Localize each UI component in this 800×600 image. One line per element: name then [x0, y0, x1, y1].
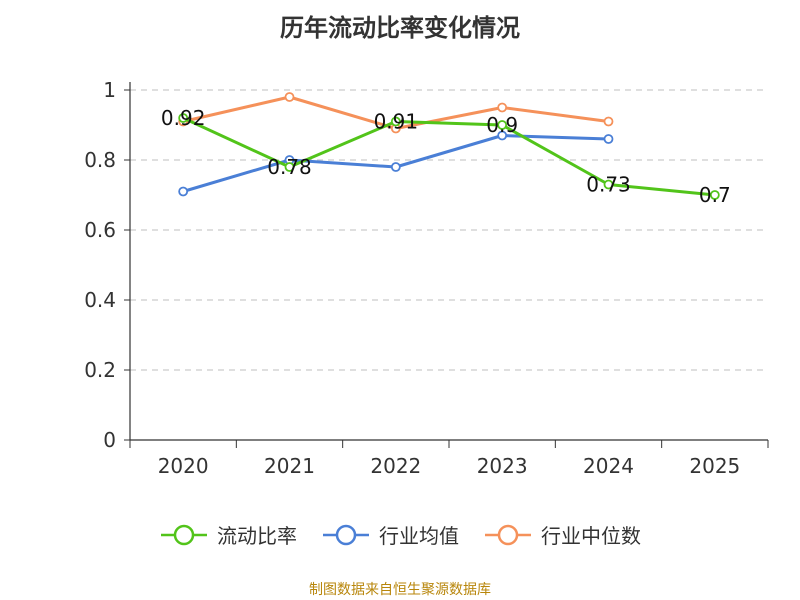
y-tick-label: 0.4	[84, 288, 116, 312]
x-tick-label: 2022	[370, 454, 421, 478]
x-tick-label: 2023	[477, 454, 528, 478]
legend-marker-icon	[161, 524, 207, 545]
data-point	[390, 162, 401, 172]
x-tick-label: 2021	[264, 454, 315, 478]
legend-label: 行业中位数	[541, 524, 641, 548]
grid-lines	[130, 89, 768, 371]
data-point	[497, 102, 508, 113]
data-point	[497, 120, 508, 130]
x-tick-label: 2024	[583, 454, 634, 478]
y-tick-label: 1	[103, 78, 116, 102]
data-label: 0.7	[699, 183, 731, 207]
series-line	[182, 116, 715, 197]
axes: 0 0.2 0.4 0.6 0.8 1 2020 2021 2022 2023 2024 2025	[84, 78, 769, 478]
x-tick-label: 2025	[689, 454, 740, 478]
data-point	[497, 130, 508, 141]
legend-label: 行业均值	[379, 524, 459, 548]
y-tick-label: 0.2	[84, 358, 116, 382]
data-label: 0.9	[486, 113, 518, 137]
legend-marker-icon	[323, 524, 369, 545]
legend-item[interactable]: 流动比率	[159, 520, 297, 549]
legend-label: 流动比率	[217, 524, 297, 548]
source-note: 制图数据来自恒生聚源数据库	[309, 582, 491, 598]
data-label: 0.92	[161, 106, 206, 130]
data-point	[709, 190, 720, 200]
legend: 流动比率 行业均值 行业中位数	[0, 520, 800, 549]
data-labels: 0.92 0.78 0.91 0.9 0.73 0.7	[161, 106, 731, 207]
data-point	[284, 92, 295, 102]
data-point	[603, 134, 614, 144]
x-tick-label: 2020	[158, 454, 209, 478]
data-point	[178, 113, 189, 123]
data-label: 0.73	[586, 173, 631, 197]
data-label: 0.78	[267, 155, 312, 179]
data-point	[284, 162, 295, 172]
y-tick-label: 0.6	[84, 218, 116, 242]
data-point	[178, 186, 189, 197]
data-point	[603, 179, 614, 190]
y-tick-label: 0.8	[84, 148, 116, 172]
data-point	[390, 116, 401, 127]
series-lines	[178, 92, 720, 200]
legend-marker-icon	[485, 524, 531, 545]
data-point	[603, 116, 614, 127]
data-label: 0.91	[374, 110, 419, 134]
legend-item[interactable]: 行业中位数	[483, 520, 641, 549]
y-tick-label: 0	[103, 428, 116, 452]
legend-item[interactable]: 行业均值	[321, 520, 459, 549]
chart-title: 历年流动比率变化情况	[280, 14, 520, 42]
